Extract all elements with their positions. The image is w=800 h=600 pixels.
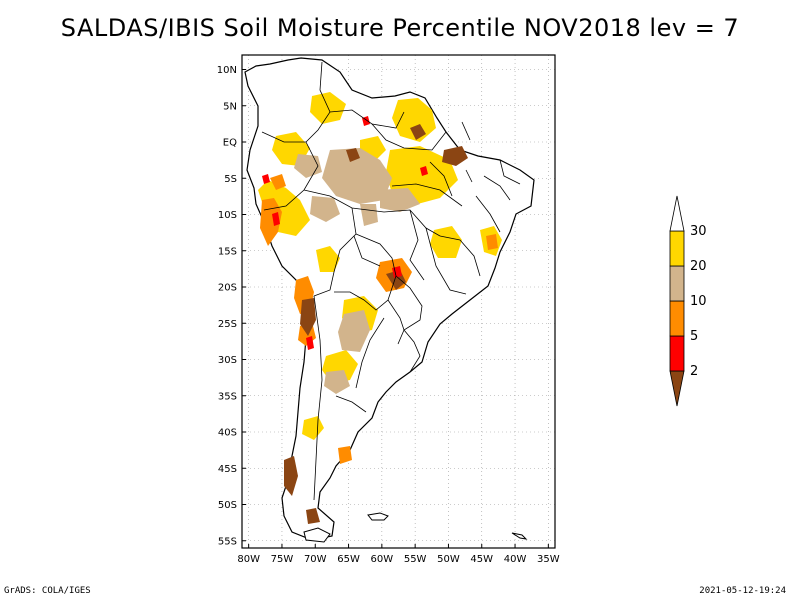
lat-tick-label: 50S (218, 500, 237, 511)
lat-tick-label: 5N (223, 101, 237, 112)
lat-tick-label: 35S (218, 391, 237, 402)
colorbar-segment (669, 265, 685, 302)
lat-tick-label: 15S (218, 246, 237, 257)
lat-tick-label: 10S (218, 210, 237, 221)
country-borders (261, 61, 521, 501)
lat-tick-label: 55S (218, 536, 237, 547)
lon-tick-label: 40W (504, 554, 527, 565)
lat-tick-label: 40S (218, 428, 237, 439)
colorbar-label: 20 (690, 259, 707, 274)
map-title: SALDAS/IBIS Soil Moisture Percentile NOV… (60, 14, 740, 42)
footer-credit: GrADS: COLA/IGES (4, 586, 91, 596)
footer-timestamp: 2021-05-12-19:24 (699, 586, 786, 596)
colorbar-segment (669, 195, 685, 232)
lon-tick-label: 50W (437, 554, 460, 565)
lat-tick-label: 5S (224, 174, 237, 185)
lon-tick-label: 60W (371, 554, 394, 565)
lon-tick-label: 35W (537, 554, 560, 565)
colorbar-label: 2 (690, 364, 698, 379)
latitude-axis: 10N 5N EQ 5S 10S 15S 20S 25S 30S 35S 40S 45S 50S 55S (217, 65, 246, 547)
map-frame (241, 54, 556, 549)
colorbar-segment (669, 230, 685, 267)
lat-tick-label: EQ (223, 138, 237, 149)
lat-tick-label: 10N (217, 65, 237, 76)
lon-tick-label: 70W (304, 554, 327, 565)
lon-tick-label: 55W (404, 554, 427, 565)
lat-tick-label: 25S (218, 319, 237, 330)
lon-tick-label: 75W (271, 554, 294, 565)
colorbar-segment (669, 335, 685, 372)
lon-tick-label: 65W (337, 554, 360, 565)
lat-tick-label: 20S (218, 283, 237, 294)
tierra-del-fuego (303, 527, 331, 543)
land-layer (244, 57, 535, 543)
lon-tick-label: 80W (237, 554, 260, 565)
longitude-axis: 80W 75W 70W 65W 60W 55W 50W 45W 40W 35W (237, 544, 560, 565)
lon-tick-label: 45W (470, 554, 493, 565)
colorbar-label: 30 (690, 224, 707, 239)
colorbar-legend: 2 5 10 20 30 (669, 195, 707, 407)
colorbar-label: 10 (690, 294, 707, 309)
lat-tick-label: 30S (218, 355, 237, 366)
percentile-shading (258, 92, 502, 524)
lat-tick-label: 45S (218, 464, 237, 475)
colorbar-label: 5 (690, 329, 698, 344)
colorbar-segment (669, 370, 685, 407)
falkland-islands (367, 512, 389, 521)
colorbar-segment (669, 300, 685, 337)
trinidad (511, 532, 528, 540)
